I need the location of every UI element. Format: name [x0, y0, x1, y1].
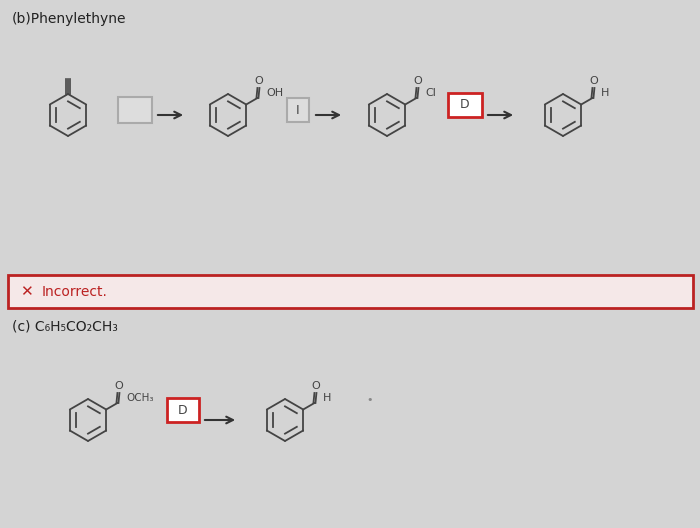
Text: D: D: [178, 403, 188, 417]
Text: (c) C₆H₅CO₂CH₃: (c) C₆H₅CO₂CH₃: [12, 320, 118, 334]
Text: Incorrect.: Incorrect.: [42, 285, 108, 298]
Text: O: O: [413, 76, 422, 86]
Bar: [8, 275, 693, 308]
Text: D: D: [460, 99, 470, 111]
Bar: [287, 98, 309, 122]
Bar: [167, 398, 199, 422]
Bar: [118, 97, 152, 123]
Text: O: O: [254, 76, 262, 86]
Text: H: H: [323, 393, 332, 403]
Text: ✕: ✕: [20, 284, 32, 299]
Text: I: I: [296, 105, 300, 118]
Text: OCH₃: OCH₃: [126, 393, 153, 403]
Text: Cl: Cl: [425, 88, 436, 98]
Text: OH: OH: [266, 88, 284, 98]
Text: O: O: [114, 381, 122, 391]
Bar: [448, 93, 482, 117]
Text: •: •: [367, 395, 373, 405]
Text: H: H: [601, 88, 610, 98]
Text: O: O: [589, 76, 598, 86]
Text: (b)Phenylethyne: (b)Phenylethyne: [12, 12, 127, 26]
Text: O: O: [311, 381, 320, 391]
